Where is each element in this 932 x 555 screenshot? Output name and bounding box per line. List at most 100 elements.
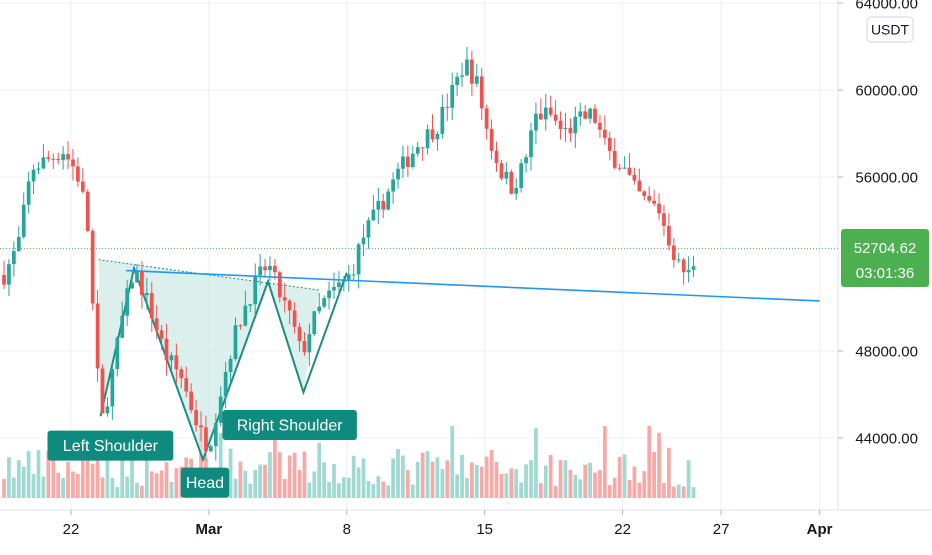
- candle-body: [627, 167, 632, 175]
- candle-body: [647, 196, 652, 201]
- volume-bar: [558, 460, 563, 498]
- candle-body: [26, 181, 31, 205]
- volume-bar: [686, 460, 691, 498]
- volume-bar: [169, 481, 174, 498]
- candle-body: [681, 259, 686, 273]
- volume-bar: [144, 456, 149, 498]
- candle-body: [51, 158, 56, 160]
- volume-bar: [499, 473, 504, 498]
- candle-body: [169, 355, 174, 361]
- candle-body: [529, 130, 533, 158]
- candle-body: [76, 166, 80, 182]
- candle-body: [346, 274, 351, 280]
- last-price-value: 52704.62: [854, 240, 917, 257]
- candle-body: [56, 158, 61, 161]
- volume-bar: [51, 450, 56, 498]
- candle-body: [524, 157, 528, 164]
- volume-bar: [450, 426, 455, 498]
- candle-body: [381, 200, 386, 210]
- annotation-box: [180, 467, 230, 498]
- candle-body: [95, 303, 100, 369]
- candle-body: [287, 300, 292, 311]
- volume-bar: [233, 478, 238, 498]
- volume-bar: [312, 471, 317, 498]
- candle-body: [538, 113, 543, 120]
- volume-bar: [120, 451, 125, 498]
- candle-body: [282, 297, 287, 301]
- price-axis[interactable]: 44000.00 48000.00 56000.00 60000.00 64000.00: [838, 0, 918, 448]
- candle-body: [268, 265, 272, 271]
- price-tick-label: 48000.00: [855, 344, 918, 361]
- volume-bar: [243, 470, 248, 498]
- volume-bar: [95, 452, 100, 498]
- volume-bar: [652, 451, 656, 498]
- candle-body: [425, 129, 430, 149]
- volume-bar: [125, 476, 130, 498]
- candle-body: [667, 225, 671, 246]
- candle-body: [154, 318, 159, 331]
- candle-body: [568, 127, 573, 134]
- volume-bar: [159, 470, 164, 498]
- candle-body: [435, 133, 440, 140]
- volume-bar: [341, 477, 346, 498]
- candle-body: [292, 310, 297, 327]
- volume-bar: [681, 486, 686, 498]
- volume-bar: [543, 465, 548, 498]
- candle-body: [534, 113, 538, 131]
- volume-bar: [524, 464, 528, 498]
- volume-bar: [425, 451, 430, 498]
- volume-bar: [46, 451, 51, 498]
- volume-bar: [346, 477, 351, 498]
- candle-body: [514, 187, 519, 194]
- candle-body: [406, 156, 410, 168]
- candle-body: [376, 200, 381, 210]
- volume-bar: [410, 484, 415, 498]
- candle-body: [238, 325, 243, 327]
- candle-body: [66, 154, 70, 160]
- volume-bar: [317, 442, 322, 498]
- volume-bar: [622, 454, 627, 498]
- candle-body: [474, 76, 479, 84]
- candle-body: [194, 410, 198, 426]
- time-tick-label: 22: [614, 521, 631, 538]
- candle-body: [199, 425, 203, 428]
- currency-badge[interactable]: USDT: [866, 16, 914, 43]
- candle-body: [598, 122, 602, 130]
- candle-body: [204, 427, 208, 452]
- candle-body: [676, 259, 681, 261]
- volume-bar: [671, 486, 676, 498]
- candles[interactable]: [2, 46, 696, 461]
- volume-bar: [76, 474, 80, 498]
- neckline[interactable]: [126, 269, 820, 302]
- candle-body: [371, 209, 376, 221]
- candle-body: [307, 334, 312, 353]
- candle-body: [499, 163, 504, 179]
- volume-bar: [381, 481, 386, 498]
- price-tick-label: 56000.00: [855, 170, 918, 187]
- pattern-upper-edge: [98, 259, 320, 291]
- volume-bar: [80, 454, 85, 498]
- time-axis[interactable]: 22 Mar 8 15 22 27 Apr: [63, 510, 833, 538]
- volume-bar: [598, 470, 602, 498]
- candle-body: [617, 167, 622, 169]
- volume-bar: [662, 483, 666, 498]
- price-tick-label: 44000.00: [855, 431, 918, 448]
- volume-bar: [538, 483, 543, 498]
- volume-bar: [484, 456, 489, 498]
- candle-body: [189, 391, 194, 411]
- volume-bar: [676, 484, 681, 498]
- currency-badge-label: USDT: [871, 22, 910, 38]
- candle-body: [553, 114, 558, 121]
- candle-body: [144, 293, 149, 296]
- candle-body: [312, 311, 317, 335]
- candle-body: [583, 111, 588, 119]
- volume-bar: [90, 463, 95, 498]
- volume-bar: [130, 456, 134, 498]
- candle-body: [657, 203, 661, 214]
- volume-bar: [470, 462, 474, 498]
- pattern-annotations[interactable]: Left Shoulder Head Right Shoulder: [47, 409, 357, 498]
- candle-body: [41, 157, 46, 169]
- volume-bar: [258, 464, 262, 498]
